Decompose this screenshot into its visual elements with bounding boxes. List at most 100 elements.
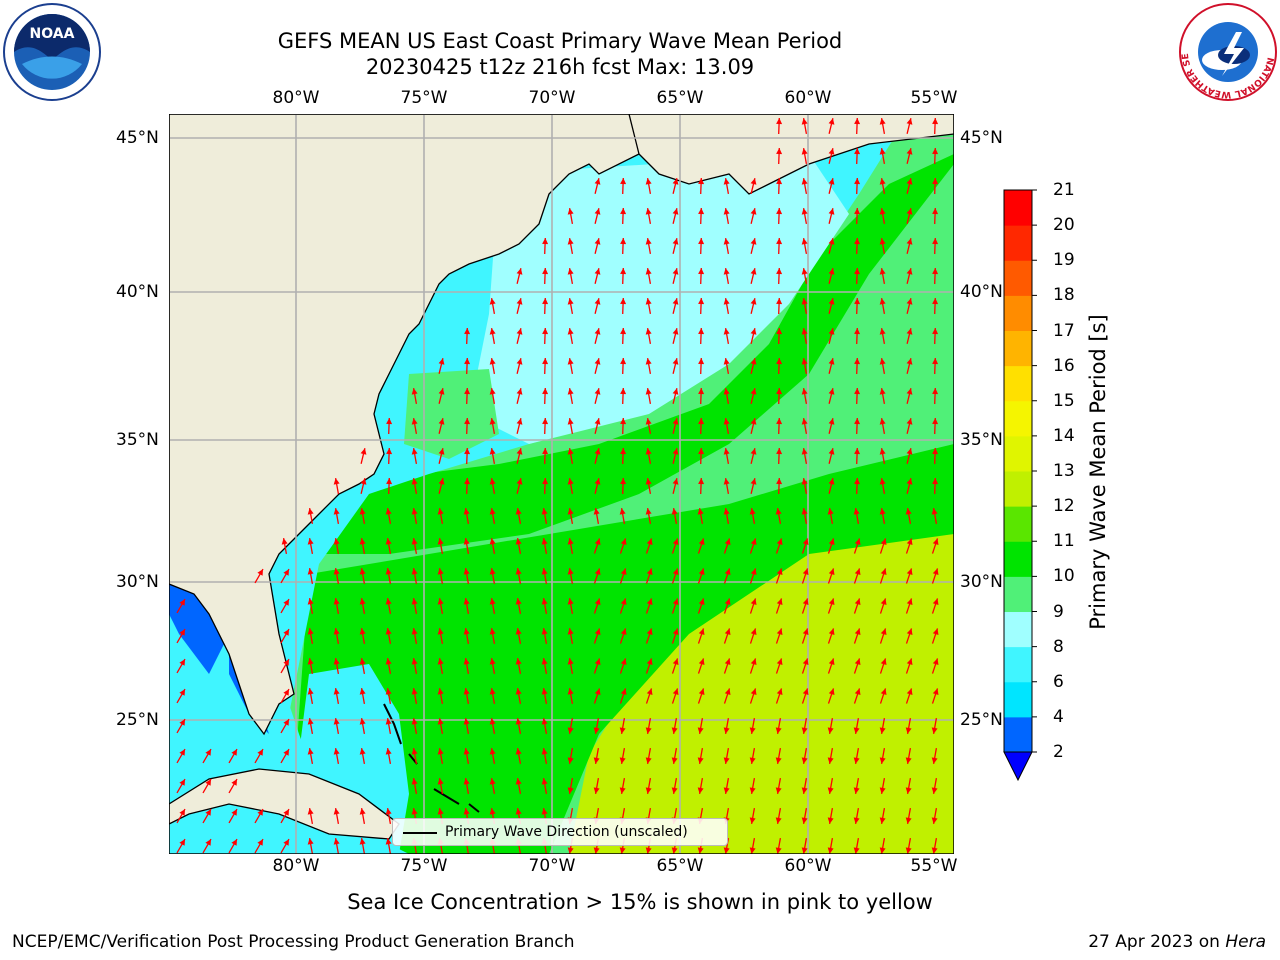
wave-arrow-head xyxy=(283,659,289,666)
wave-arrow-head xyxy=(750,178,757,185)
bahamas-cyan xyxy=(299,664,409,814)
lat-label-right-45n: 45°N xyxy=(960,128,1003,148)
wave-arrow-head xyxy=(750,568,757,575)
wave-arrow-head xyxy=(854,118,861,125)
wave-arrow-head xyxy=(620,688,627,695)
wave-arrow-head xyxy=(879,418,886,425)
wave-arrow-head xyxy=(750,358,757,365)
wave-arrow-head xyxy=(646,688,653,695)
wave-arrow-head xyxy=(672,388,679,395)
wave-arrow-head xyxy=(750,478,757,485)
wave-arrow-head xyxy=(385,568,392,575)
wave-arrow-head xyxy=(828,328,835,335)
wave-arrow-head xyxy=(906,178,913,185)
wave-arrow-head xyxy=(931,817,938,824)
map-legend: Primary Wave Direction (unscaled) xyxy=(392,818,728,846)
wave-arrow-head xyxy=(359,568,366,575)
wave-arrow-head xyxy=(411,538,418,545)
wave-arrow-head xyxy=(333,538,340,545)
wave-arrow-head xyxy=(333,838,340,845)
colorbar-tick-label: 13 xyxy=(1053,461,1075,481)
colorbar-title: Primary Wave Mean Period [s] xyxy=(1086,314,1110,630)
wave-arrow-head xyxy=(828,268,835,275)
wave-arrow-head xyxy=(698,178,705,185)
wave-arrow-head xyxy=(776,148,783,155)
footer-date-text: 27 Apr 2023 on xyxy=(1088,932,1226,952)
wave-arrow-head xyxy=(671,508,678,515)
wave-arrow-head xyxy=(257,749,263,756)
wave-arrow-head xyxy=(463,598,470,605)
wave-arrow-head xyxy=(879,787,886,794)
wave-arrow-head xyxy=(723,478,730,485)
wave-arrow-head xyxy=(385,658,392,665)
wave-arrow-head xyxy=(906,358,913,365)
wave-arrow-head xyxy=(880,628,887,635)
wave-arrow-head xyxy=(489,538,496,545)
wave-arrow-head xyxy=(593,727,600,734)
wave-arrow-head xyxy=(698,598,705,605)
wave-direction-arrows xyxy=(176,117,939,854)
wave-arrow-head xyxy=(594,298,601,305)
wave-arrow-head xyxy=(776,178,783,185)
wave-arrow-head xyxy=(385,808,392,815)
wave-arrow-head xyxy=(489,508,496,515)
wave-arrow-head xyxy=(880,538,887,545)
lon-label-top-80w: 80°W xyxy=(272,88,320,108)
wave-arrow-head xyxy=(359,628,366,635)
wave-arrow-head xyxy=(853,757,860,764)
wave-arrow-head xyxy=(619,727,626,734)
wave-arrow-head xyxy=(489,718,496,725)
wave-arrow-head xyxy=(307,538,314,545)
wave-arrow-head xyxy=(307,598,314,605)
wave-arrow-head xyxy=(359,748,366,755)
wave-arrow-head xyxy=(179,809,185,816)
wave-arrow-head xyxy=(594,538,601,545)
lat-label-right-25n: 25°N xyxy=(960,710,1003,730)
wave-arrow-head xyxy=(879,178,886,185)
zone-pale-cyan xyxy=(469,154,849,444)
wave-arrow-head xyxy=(698,448,705,455)
wave-arrow-head xyxy=(646,538,653,545)
colorbar-bin xyxy=(1004,295,1032,332)
lat-label-left-35n: 35°N xyxy=(116,430,159,450)
wave-arrow-head xyxy=(464,328,471,335)
wave-arrow-head xyxy=(283,749,289,756)
wave-arrow-head xyxy=(567,658,574,665)
wave-arrow-head xyxy=(463,508,470,515)
wave-arrow-head xyxy=(385,718,392,725)
wave-arrow-head xyxy=(723,847,730,854)
wave-arrow-head xyxy=(932,658,939,665)
wave-arrow-head xyxy=(905,727,912,734)
wave-arrow-head xyxy=(801,148,808,155)
wave-arrow-head xyxy=(906,448,913,455)
wave-arrow-head xyxy=(906,208,913,215)
wave-arrow-head xyxy=(333,478,340,485)
wave-arrow-head xyxy=(698,268,705,275)
wave-arrow-head xyxy=(775,757,782,764)
wave-arrow-head xyxy=(463,808,470,815)
wave-arrow-head xyxy=(880,658,887,665)
wave-arrow-head xyxy=(801,847,808,854)
wave-arrow-head xyxy=(776,238,783,245)
wave-arrow-head xyxy=(489,688,496,695)
wave-arrow-head xyxy=(853,817,860,824)
wave-arrow-head xyxy=(932,448,939,455)
wave-arrow-head xyxy=(359,718,366,725)
wave-arrow-head xyxy=(724,688,731,695)
wave-arrow-head xyxy=(879,358,886,365)
wave-arrow-head xyxy=(179,629,185,636)
wave-arrow-head xyxy=(516,388,523,395)
wave-arrow-head xyxy=(828,448,835,455)
wave-arrow-head xyxy=(411,808,418,815)
wave-arrow-head xyxy=(828,298,835,305)
wave-arrow-head xyxy=(645,508,652,515)
footer-date: 27 Apr 2023 on Hera xyxy=(1088,932,1266,952)
wave-arrow-head xyxy=(879,328,886,335)
wave-arrow-head xyxy=(281,538,288,545)
wave-arrow-head xyxy=(489,658,496,665)
wave-arrow-head xyxy=(932,628,939,635)
wave-arrow-head xyxy=(645,298,652,305)
wave-arrow-head xyxy=(231,749,237,756)
wave-arrow-head xyxy=(464,418,471,425)
wave-arrow-head xyxy=(698,358,705,365)
